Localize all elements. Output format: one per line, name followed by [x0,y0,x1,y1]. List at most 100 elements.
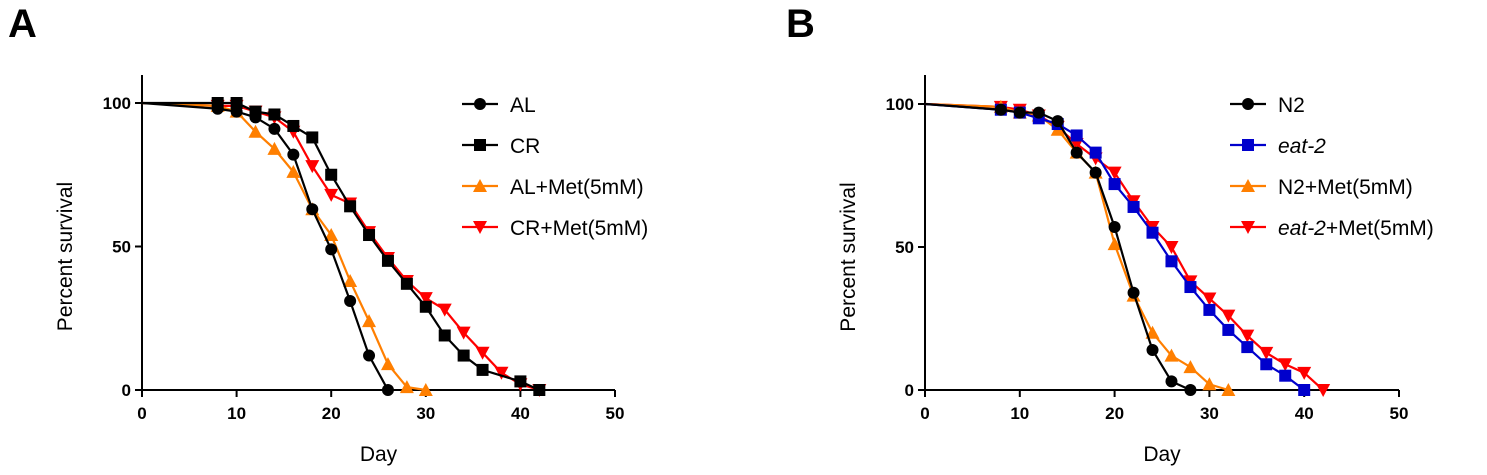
data-point [380,357,395,371]
data-point [438,329,451,342]
legend-swatch-marker [1241,221,1255,234]
legend-swatch-marker [474,139,486,151]
data-point [437,303,452,317]
legend-label: N2 [1278,94,1305,117]
x-tick-label: 50 [1390,404,1409,423]
series-1 [924,102,1197,396]
legend-label: CR [510,135,540,158]
legend-label: AL [510,94,536,117]
data-point [1146,226,1159,239]
x-tick-label: 20 [1105,404,1124,423]
data-point [268,108,281,121]
data-point [1165,375,1178,388]
data-point [1221,383,1236,396]
panel-a: A 0 10 20 30 40 50 0 50 100 Day Percent survival AL… [0,0,740,475]
x-tick-label: 0 [920,404,929,423]
x-tick-label: 30 [416,404,435,423]
y-axis-label: Percent survival [54,182,77,331]
legend-item: eat-2 [1230,135,1326,158]
series-2 [142,97,546,396]
data-point [1013,106,1026,119]
data-point [1184,384,1197,396]
data-point [1089,146,1102,159]
legend-label: eat-2+Met(5mM) [1278,217,1434,240]
y-tick-label: 50 [895,238,914,257]
data-point [1203,303,1216,316]
data-point [418,292,433,306]
data-point [1127,200,1140,213]
data-point [1183,360,1198,374]
data-point [1316,384,1331,397]
x-tick-label: 50 [606,404,625,423]
legend-swatch-marker [1242,98,1254,110]
data-point [286,164,301,178]
survival-chart-b: 0 10 20 30 40 50 0 50 100 Day Percent survival N2 ea… [837,75,1434,466]
data-point [343,273,358,287]
x-tick-label: 40 [1295,404,1314,423]
data-point [230,97,243,109]
data-point [381,254,394,267]
data-point [325,243,338,256]
data-point [211,102,224,115]
data-point [344,295,357,308]
data-point [1184,281,1197,294]
data-point [476,363,489,376]
data-point [1260,358,1273,371]
legend-swatch-marker [473,221,487,234]
data-point [1202,377,1217,391]
data-point [1107,166,1122,180]
x-axis-label: Day [1143,443,1181,466]
x-tick-label: 10 [227,404,246,423]
data-point [1146,343,1159,356]
y-tick-label: 0 [122,381,131,400]
panel-letter-b: B [786,2,815,46]
data-point [419,300,432,313]
legend-item: N2 [1230,94,1305,117]
legend-label: AL+Met(5mM) [510,176,644,199]
data-point [1240,329,1255,343]
y-tick-label: 100 [103,94,131,113]
data-point [1259,346,1274,360]
data-point [1165,255,1178,268]
survival-chart-a: 0 10 20 30 40 50 0 50 100 Day Percent survival AL CR… [54,75,648,466]
data-point [1222,323,1235,336]
data-point [1164,241,1179,254]
data-point [306,203,319,216]
data-point [1279,369,1292,382]
data-point [1297,366,1312,380]
data-point [1089,166,1102,179]
data-point [1298,384,1311,396]
data-point [305,160,320,174]
data-point [268,122,281,135]
x-tick-label: 0 [137,404,146,423]
y-tick-label: 50 [112,238,131,257]
data-point [400,277,413,290]
data-point [514,375,527,388]
y-tick-label: 100 [886,95,914,114]
data-point [324,188,339,202]
data-point [363,349,376,362]
data-point [994,103,1007,116]
data-point [533,384,546,396]
data-point [1051,115,1064,128]
data-point [363,229,376,242]
data-point [1108,178,1121,191]
data-point [475,346,490,360]
y-tick-label: 0 [905,381,914,400]
legend: N2 eat-2 N2+Met(5mM) eat-2+Met(5mM) [1230,94,1434,240]
data-point [287,119,300,132]
data-point [418,383,433,396]
data-point [1202,292,1217,306]
panel-letter-a: A [8,2,37,46]
legend-label: CR+Met(5mM) [510,217,648,240]
legend-item: CR [462,135,540,158]
data-point [381,384,394,396]
legend-item: AL+Met(5mM) [462,176,644,199]
data-point [1241,341,1254,354]
data-point [1221,309,1236,323]
data-point [399,380,414,394]
series-1 [141,101,394,396]
legend-label: N2+Met(5mM) [1278,176,1413,199]
series-4 [924,100,1331,397]
axes: 0 10 20 30 40 50 0 50 100 Day Percent survival [837,75,1408,466]
